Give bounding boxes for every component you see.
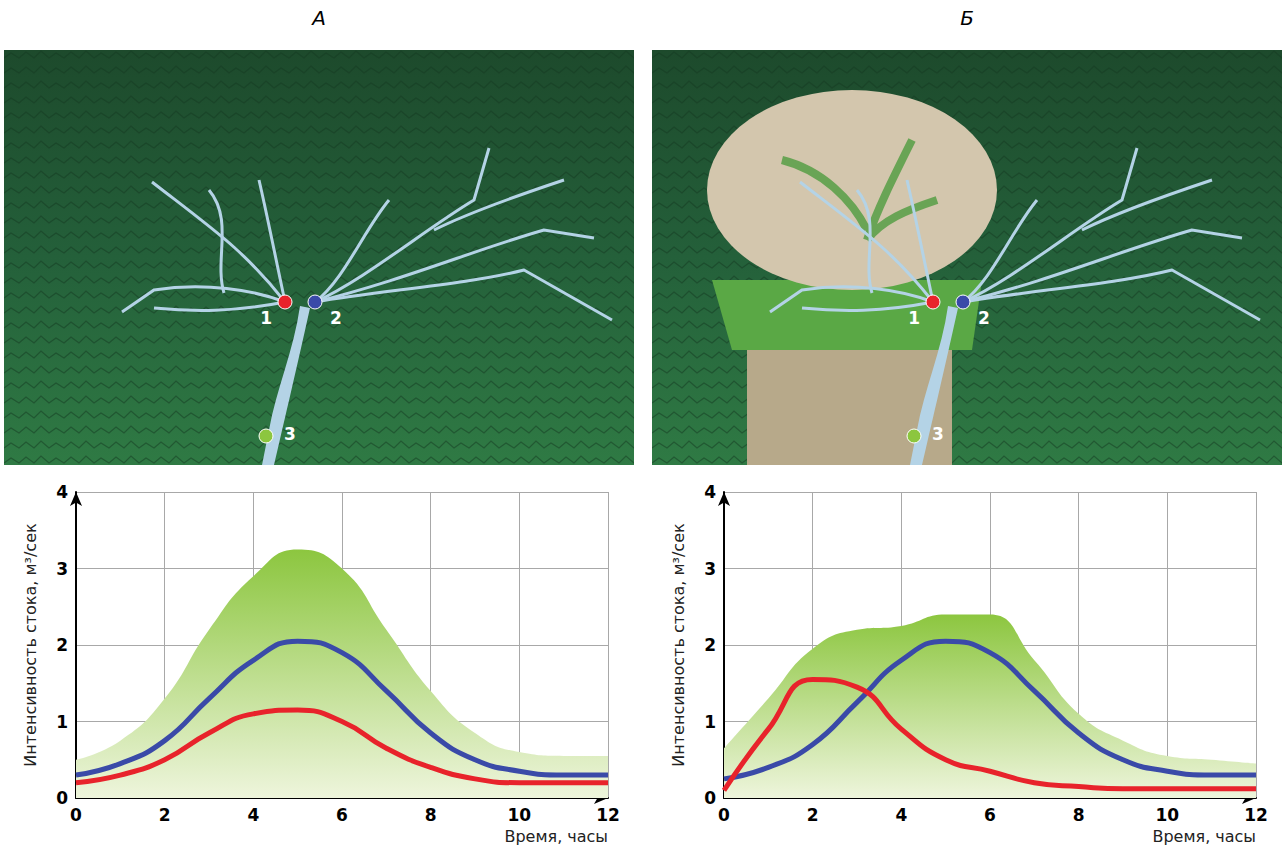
svg-text:10: 10	[1155, 805, 1179, 825]
svg-text:0: 0	[70, 805, 82, 825]
svg-text:10: 10	[507, 805, 531, 825]
svg-text:3: 3	[284, 424, 296, 444]
svg-text:8: 8	[1073, 805, 1085, 825]
svg-text:0: 0	[718, 805, 730, 825]
svg-text:12: 12	[1244, 805, 1268, 825]
svg-text:1: 1	[704, 712, 716, 732]
svg-text:1: 1	[908, 308, 920, 328]
svg-text:0: 0	[704, 788, 716, 808]
svg-text:8: 8	[425, 805, 437, 825]
svg-text:Интенсивность стока, м³/сек: Интенсивность стока, м³/сек	[21, 523, 40, 767]
svg-text:2: 2	[704, 635, 716, 655]
svg-text:0: 0	[56, 788, 68, 808]
svg-text:2: 2	[56, 635, 68, 655]
svg-text:Время, часы: Время, часы	[1152, 827, 1256, 846]
html-text:Б: Б	[960, 6, 974, 30]
svg-text:Интенсивность стока, м³/сек: Интенсивность стока, м³/сек	[669, 523, 688, 767]
svg-text:4: 4	[56, 482, 68, 502]
svg-text:4: 4	[895, 805, 907, 825]
svg-text:3: 3	[932, 424, 944, 444]
svg-text:2: 2	[330, 308, 342, 328]
svg-text:Время, часы: Время, часы	[504, 827, 608, 846]
svg-text:3: 3	[56, 559, 68, 579]
svg-text:12: 12	[596, 805, 620, 825]
html-text:А: А	[312, 6, 326, 30]
svg-text:2: 2	[807, 805, 819, 825]
svg-text:6: 6	[336, 805, 348, 825]
svg-text:3: 3	[704, 559, 716, 579]
svg-text:6: 6	[984, 805, 996, 825]
svg-text:1: 1	[56, 712, 68, 732]
svg-text:1: 1	[260, 308, 272, 328]
svg-text:2: 2	[978, 308, 990, 328]
svg-text:4: 4	[704, 482, 716, 502]
svg-text:2: 2	[159, 805, 171, 825]
svg-text:4: 4	[247, 805, 259, 825]
